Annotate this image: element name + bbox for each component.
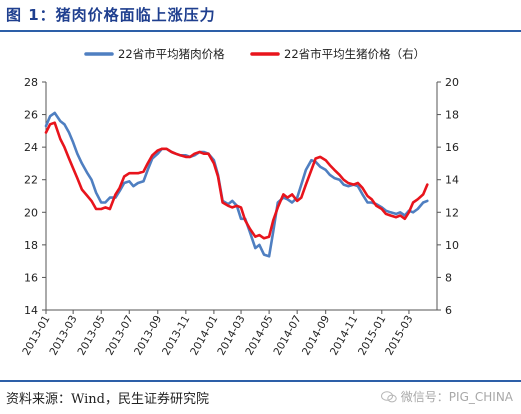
right-y-tick-label: 8 <box>445 271 452 284</box>
wechat-icon <box>380 390 397 402</box>
left-y-tick-label: 20 <box>24 206 38 219</box>
hog-price-line <box>44 121 429 240</box>
right-y-tick-label: 6 <box>445 304 452 317</box>
watermark-text: 微信号：PIG_CHINA <box>400 390 513 404</box>
left-y-tick-label: 14 <box>24 304 38 317</box>
legend-hog-price-label: 22省市平均生猪价格（右） <box>284 47 425 61</box>
x-tick-label: 2013-07 <box>104 314 136 358</box>
x-tick-label: 2014-07 <box>271 314 303 358</box>
right-y-tick-label: 18 <box>445 109 459 122</box>
source-note: 资料来源：Wind，民生证券研究院 <box>6 392 209 407</box>
pork-price-line <box>44 111 429 258</box>
price-line-chart: 1416182022242628681012141618202013-01201… <box>20 47 459 358</box>
left-y-tick-label: 26 <box>24 109 38 122</box>
right-y-tick-label: 16 <box>445 141 459 154</box>
left-y-tick-label: 28 <box>24 76 38 89</box>
figure-title: 图 1：猪肉价格面临上涨压力 <box>6 6 216 24</box>
right-y-tick-label: 12 <box>445 206 459 219</box>
right-y-tick-label: 20 <box>445 76 459 89</box>
watermark: 微信号：PIG_CHINA <box>380 388 513 405</box>
right-y-tick-label: 10 <box>445 239 459 252</box>
x-tick-label: 2015-03 <box>383 314 415 358</box>
left-y-tick-label: 18 <box>24 239 38 252</box>
legend-pork-price-label: 22省市平均猪肉价格 <box>118 47 225 61</box>
figure-header: 图 1：猪肉价格面临上涨压力 <box>0 0 521 32</box>
left-y-tick-label: 22 <box>24 174 38 187</box>
left-y-tick-label: 24 <box>24 141 38 154</box>
right-y-tick-label: 14 <box>445 174 459 187</box>
left-y-tick-label: 16 <box>24 271 38 284</box>
figure-footer: 资料来源：Wind，民生证券研究院 微信号：PIG_CHINA <box>0 380 521 414</box>
